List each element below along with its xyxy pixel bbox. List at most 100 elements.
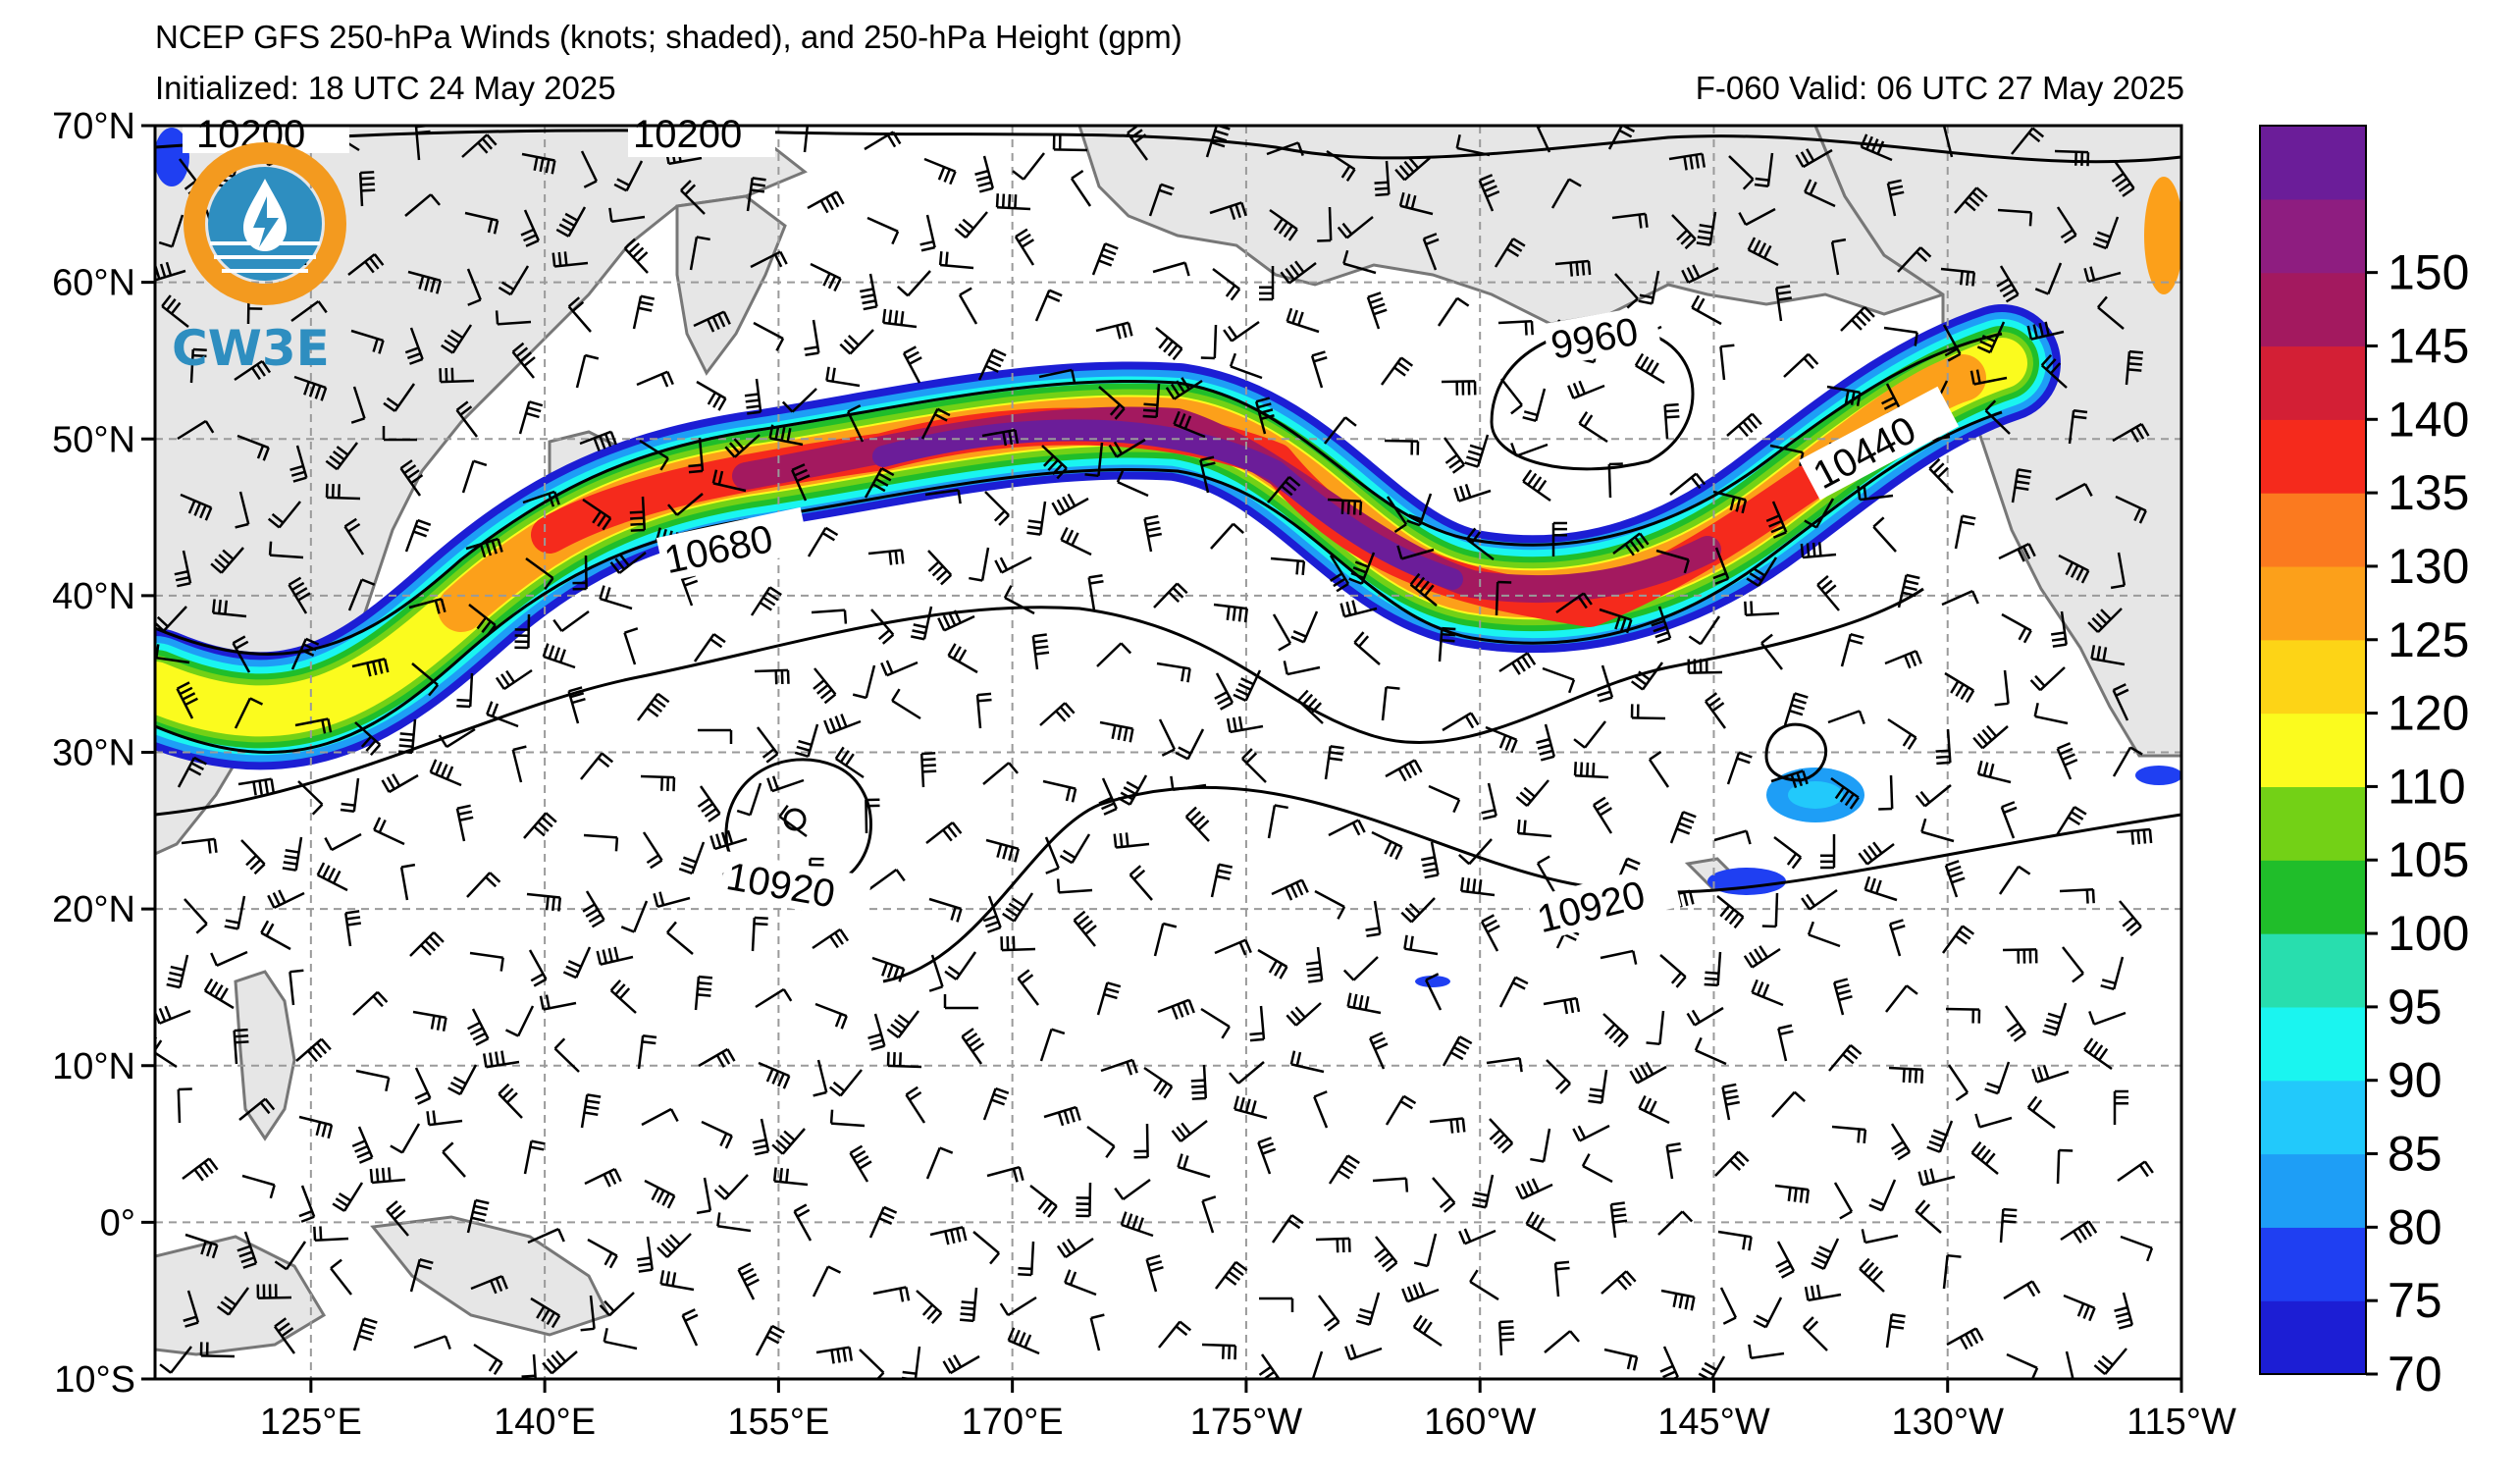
wind-barb <box>1064 1269 1097 1297</box>
wind-barb <box>1259 266 1275 301</box>
wind-barb <box>295 1037 332 1063</box>
wind-barb <box>2002 948 2038 964</box>
wind-barb <box>1726 751 1753 785</box>
wind-barb <box>1884 650 1922 669</box>
wind-barb <box>1471 1174 1495 1209</box>
wind-barb <box>1555 592 1593 614</box>
wind-barb <box>2060 1220 2098 1244</box>
wind-barb <box>807 526 839 557</box>
wind-barb <box>1765 501 1788 539</box>
wind-barb <box>985 838 1021 863</box>
wind-barb <box>804 319 820 357</box>
wind-barb <box>1954 514 1976 550</box>
wind-barb <box>1828 1043 1863 1072</box>
wind-barb <box>1442 1035 1473 1067</box>
wind-barb <box>466 268 482 306</box>
wind-barb <box>442 1141 466 1178</box>
wind-barb <box>609 552 647 574</box>
wind-barb <box>413 1335 451 1350</box>
wind-barb <box>688 437 705 474</box>
wind-barb <box>523 1139 546 1175</box>
wind-barb <box>1800 542 1837 559</box>
wind-barb <box>542 1350 578 1375</box>
wind-barb <box>579 430 617 451</box>
wind-barb <box>498 265 530 296</box>
wind-barb <box>240 839 266 875</box>
wind-barb <box>1489 1118 1514 1154</box>
wind-barb <box>974 155 995 193</box>
wind-barb <box>2088 1011 2126 1026</box>
wind-barb <box>1280 260 1317 285</box>
wind-barb <box>166 954 189 989</box>
wind-barb <box>404 327 424 365</box>
wind-barb <box>920 407 951 440</box>
contour-9960 <box>1490 327 1695 471</box>
wind-barb <box>1712 490 1748 514</box>
wind-barb <box>864 467 895 499</box>
wind-barb <box>260 920 291 951</box>
wind-barb <box>1339 600 1378 618</box>
wind-barb <box>1486 1057 1523 1073</box>
wind-barb <box>815 1346 854 1364</box>
wind-barb <box>1145 1254 1164 1293</box>
wind-barb <box>297 780 324 816</box>
wind-barb <box>620 900 649 933</box>
wind-barb <box>632 294 656 330</box>
wind-barb <box>1289 1050 1325 1074</box>
wind-barb <box>2113 1089 2128 1125</box>
wind-barb <box>1113 832 1150 849</box>
wind-barb <box>868 1205 898 1239</box>
wind-barb <box>1226 715 1264 734</box>
wind-barb <box>580 1093 602 1129</box>
wind-barb <box>1297 689 1324 724</box>
wind-barb <box>486 701 519 728</box>
colorbar-label: 75 <box>2388 1273 2442 1328</box>
wind-barb <box>916 1290 943 1324</box>
wind-barb <box>1760 633 1783 670</box>
wind-barb <box>1886 179 1905 217</box>
lat-label: 0° <box>100 1202 135 1244</box>
wind-barb <box>1098 386 1126 420</box>
wind-barb <box>984 491 1010 526</box>
wind-barb <box>1696 211 1717 246</box>
wind-barb <box>1655 549 1690 574</box>
wind-barb <box>159 1346 192 1374</box>
wind-barb <box>1213 603 1248 623</box>
wind-barb <box>927 550 953 586</box>
wind-barb <box>1581 1153 1613 1184</box>
wind-barb <box>180 493 213 521</box>
wind-barb <box>937 609 975 632</box>
wind-barb <box>1406 493 1433 527</box>
wind-barb <box>919 752 937 788</box>
lon-label: 175°W <box>1190 1402 1303 1443</box>
wind-barb <box>1974 1113 2013 1129</box>
lat-label: 50°N <box>52 419 135 460</box>
wind-barb <box>750 586 782 616</box>
wind-barb <box>864 131 902 151</box>
wind-barb <box>975 692 992 729</box>
wind-barb <box>1396 545 1435 560</box>
wind-barb <box>1497 1320 1515 1356</box>
wind-barb <box>1271 1214 1304 1244</box>
wind-barb <box>527 1228 565 1245</box>
wind-barb <box>969 547 990 582</box>
wind-barb <box>1210 522 1244 550</box>
wind-barb <box>1129 865 1153 901</box>
wind-barb <box>736 782 762 817</box>
wind-barb <box>753 321 785 351</box>
wind-barb <box>1233 669 1262 702</box>
wind-barb <box>2112 422 2150 443</box>
wind-barb <box>316 862 348 892</box>
wind-barb <box>373 817 405 846</box>
contour-10920-south <box>882 785 2181 983</box>
wind-barb <box>1091 242 1119 276</box>
wind-barb <box>1669 472 1706 496</box>
wind-barb <box>350 386 366 424</box>
wind-barb <box>1315 1237 1351 1253</box>
wind-barb <box>1830 776 1860 810</box>
wind-barb <box>1365 900 1382 938</box>
wind-barb <box>1481 782 1497 821</box>
wind-barb <box>1897 573 1920 609</box>
wind-barb <box>596 946 634 966</box>
wind-barb <box>1051 493 1089 516</box>
